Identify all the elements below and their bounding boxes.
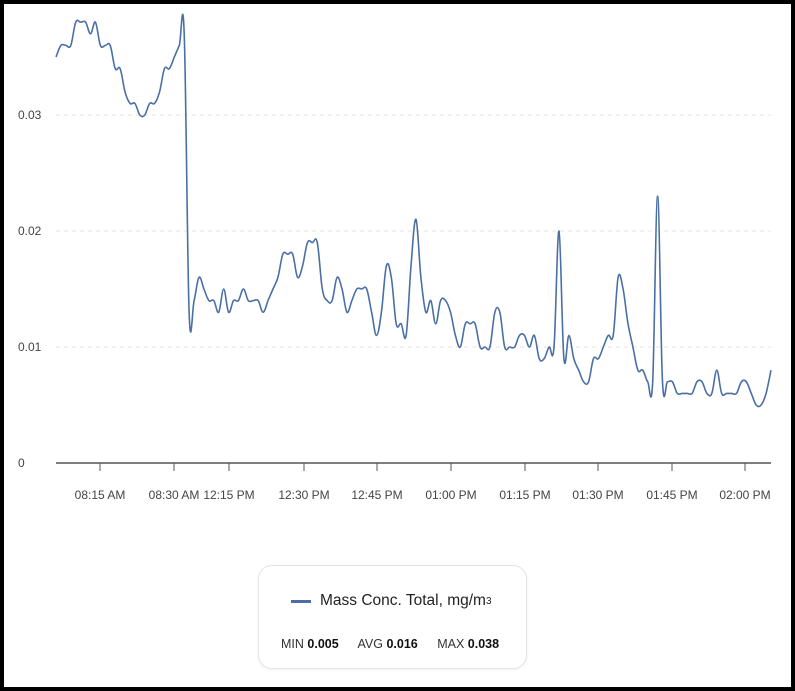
series-layer	[55, 13, 772, 408]
line-chart: 0 0.01 0.02 0.03 08:15 AM 08:30 AM 12:15 PM 12…	[18, 13, 772, 502]
stat-avg-value: 0.016	[386, 637, 418, 651]
y-axis: 0 0.01 0.02 0.03	[18, 108, 42, 470]
stat-min-label: MIN	[281, 637, 304, 651]
stat-max: MAX 0.038	[437, 637, 499, 651]
legend-swatch	[291, 599, 311, 603]
series-line[interactable]	[55, 13, 772, 408]
stat-min-value: 0.005	[307, 637, 339, 651]
x-tick-label: 01:15 PM	[499, 488, 550, 502]
x-tick-label: 02:00 PM	[719, 488, 770, 502]
grid-layer	[56, 114, 771, 348]
y-tick-label: 0.02	[18, 224, 42, 238]
legend-stats: MIN 0.005 AVG 0.016 MAX 0.038	[281, 637, 515, 651]
stat-min: MIN 0.005	[281, 637, 339, 651]
x-tick-label: 08:15 AM	[75, 488, 126, 502]
x-tick-label: 01:00 PM	[425, 488, 476, 502]
chart-frame: 0 0.01 0.02 0.03 08:15 AM 08:30 AM 12:15 PM 12…	[4, 4, 791, 687]
y-tick-label: 0.03	[18, 108, 42, 122]
legend-series-name: Mass Conc. Total, mg/m	[320, 592, 486, 609]
legend-card: Mass Conc. Total, mg/m 3 MIN 0.005 AVG 0.…	[258, 565, 527, 669]
x-tick-label: 12:30 PM	[278, 488, 329, 502]
legend-item[interactable]: Mass Conc. Total, mg/m 3	[291, 592, 492, 610]
x-tick-label: 12:15 PM	[203, 488, 254, 502]
x-tick-label: 08:30 AM	[149, 488, 200, 502]
stat-avg: AVG 0.016	[357, 637, 417, 651]
stat-max-label: MAX	[437, 637, 465, 651]
x-tick-label: 01:45 PM	[646, 488, 697, 502]
stat-avg-label: AVG	[357, 637, 383, 651]
stat-max-value: 0.038	[467, 637, 500, 651]
x-axis: 08:15 AM 08:30 AM 12:15 PM 12:30 PM 12:45 PM…	[56, 462, 771, 502]
y-tick-label: 0.01	[18, 340, 42, 354]
legend-series-unit-exponent: 3	[485, 595, 492, 607]
y-tick-label: 0	[18, 456, 25, 470]
x-tick-label: 01:30 PM	[572, 488, 623, 502]
x-tick-label: 12:45 PM	[351, 488, 402, 502]
